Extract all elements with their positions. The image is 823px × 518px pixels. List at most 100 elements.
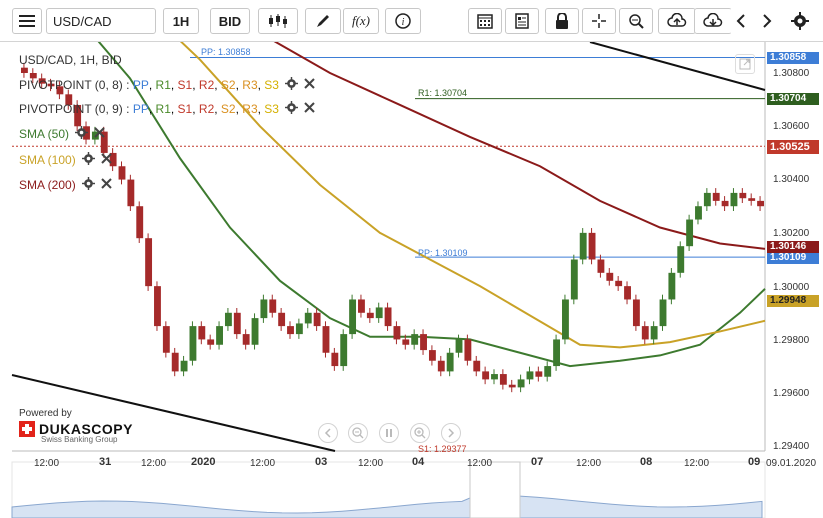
symbol-input[interactable]: USD/CAD — [46, 8, 156, 34]
x-tick: 2020 — [191, 456, 216, 468]
candle-body — [482, 371, 490, 380]
candlestick-icon[interactable] — [258, 8, 298, 34]
legend-r1: R1 — [155, 78, 171, 92]
y-tick: 1.29600 — [773, 388, 810, 399]
crosshair-icon[interactable] — [582, 8, 616, 34]
legend-s3: S3 — [264, 102, 279, 116]
candle-body — [597, 259, 605, 273]
candle-body — [21, 67, 28, 73]
y-tick: 1.30800 — [773, 68, 810, 79]
legend-r3: R3 — [242, 78, 258, 92]
candle-body — [686, 219, 694, 247]
zoom-out-icon[interactable] — [348, 423, 368, 443]
candle-body — [127, 179, 135, 207]
arrow-left-icon[interactable] — [730, 8, 752, 34]
candle-body — [313, 312, 321, 327]
candle-body — [721, 200, 729, 207]
zoom-in-icon[interactable] — [410, 423, 430, 443]
candle-body — [331, 352, 339, 367]
candle-body — [207, 339, 215, 345]
x-tick: 12:00 — [358, 458, 384, 469]
logo-powered-text: Powered by — [19, 408, 72, 419]
y-tick: 1.29400 — [773, 441, 810, 452]
price-tag-current: 1.30525 — [767, 140, 819, 154]
report-icon[interactable] — [505, 8, 539, 34]
candle-body — [659, 299, 667, 327]
close-icon[interactable] — [100, 178, 112, 192]
candle-body — [553, 339, 561, 367]
legend-s2: S2 — [220, 78, 236, 92]
price-type-button[interactable]: BID — [210, 8, 250, 34]
candle-body — [535, 371, 543, 377]
dukascopy-logo[interactable]: Powered by DUKASCOPY Swiss Banking Group — [19, 408, 133, 444]
candle-body — [446, 352, 454, 372]
candle-body — [402, 339, 410, 345]
candle-body — [118, 166, 126, 180]
price-chart[interactable] — [0, 42, 823, 518]
candle-body — [180, 360, 188, 372]
legend-sma50: SMA (50) — [19, 126, 105, 142]
candle-body — [757, 200, 764, 207]
legend-r2: R2 — [198, 102, 215, 116]
candle-body — [145, 238, 153, 287]
trendline-upper — [589, 42, 766, 91]
nav-back-icon[interactable] — [318, 423, 338, 443]
candle-body — [74, 104, 82, 127]
candle-body — [269, 299, 277, 313]
gear-icon[interactable] — [284, 77, 298, 93]
candle-body — [375, 307, 383, 319]
gear-icon[interactable] — [75, 126, 89, 142]
candle-body — [703, 192, 711, 207]
lock-icon[interactable] — [545, 8, 579, 34]
close-icon[interactable] — [304, 102, 315, 116]
candle-body — [632, 299, 640, 327]
candle-body — [251, 318, 259, 345]
gear-icon[interactable] — [284, 101, 298, 117]
nav-forward-icon[interactable] — [441, 423, 461, 443]
gear-icon[interactable] — [81, 152, 95, 168]
price-tag-sma100: 1.29948 — [767, 295, 819, 307]
candle-body — [588, 232, 596, 260]
pivot-s1-label: S1: 1.29377 — [418, 444, 467, 454]
close-icon[interactable] — [304, 78, 315, 92]
y-tick: 1.30200 — [773, 228, 810, 239]
close-icon[interactable] — [100, 153, 112, 167]
info-icon[interactable]: i — [385, 8, 421, 34]
expand-icon[interactable] — [735, 54, 755, 74]
cloud-download-icon[interactable] — [694, 8, 732, 34]
legend-pivot-9: PIVOTPOINT (0, 9) : PP, R1, S1, R2, S2, … — [19, 101, 315, 117]
gear-icon[interactable] — [788, 8, 812, 34]
candle-body — [242, 334, 250, 345]
x-tick: 12:00 — [576, 458, 602, 469]
x-tick: 03 — [315, 456, 328, 468]
arrow-right-icon[interactable] — [756, 8, 778, 34]
legend-pp: PP — [132, 78, 149, 92]
calendar-icon[interactable] — [468, 8, 502, 34]
hamburger-icon[interactable] — [12, 8, 42, 34]
draw-pen-icon[interactable] — [305, 8, 341, 34]
legend-sma50-name: SMA (50) — [19, 127, 70, 141]
legend-s2: S2 — [220, 102, 236, 116]
pause-icon[interactable] — [379, 423, 399, 443]
candle-body — [322, 326, 330, 353]
function-icon[interactable]: f(x) — [343, 8, 379, 34]
y-tick: 1.30600 — [773, 121, 810, 132]
candle-body — [615, 280, 623, 287]
zoom-icon[interactable] — [619, 8, 653, 34]
candle-body — [677, 246, 685, 273]
cloud-upload-icon[interactable] — [658, 8, 696, 34]
candle-body — [224, 312, 232, 327]
gear-icon[interactable] — [81, 177, 95, 193]
date-label: 09.01.2020 — [766, 458, 817, 469]
candle-body — [304, 312, 312, 324]
legend-r2: R2 — [198, 78, 215, 92]
candle-body — [730, 192, 738, 207]
candle-body — [109, 152, 117, 167]
close-icon[interactable] — [94, 127, 105, 141]
chart-area[interactable]: USD/CAD, 1H, BID PIVOTPOINT (0, 8) : PP,… — [0, 42, 823, 518]
pivot-pp-mid-label: PP: 1.30109 — [418, 248, 468, 258]
candle-body — [198, 326, 206, 340]
chart-header: USD/CAD, 1H, BID — [19, 53, 122, 67]
timeframe-button[interactable]: 1H — [163, 8, 199, 34]
price-tag-sma200: 1.30146 — [767, 241, 819, 253]
